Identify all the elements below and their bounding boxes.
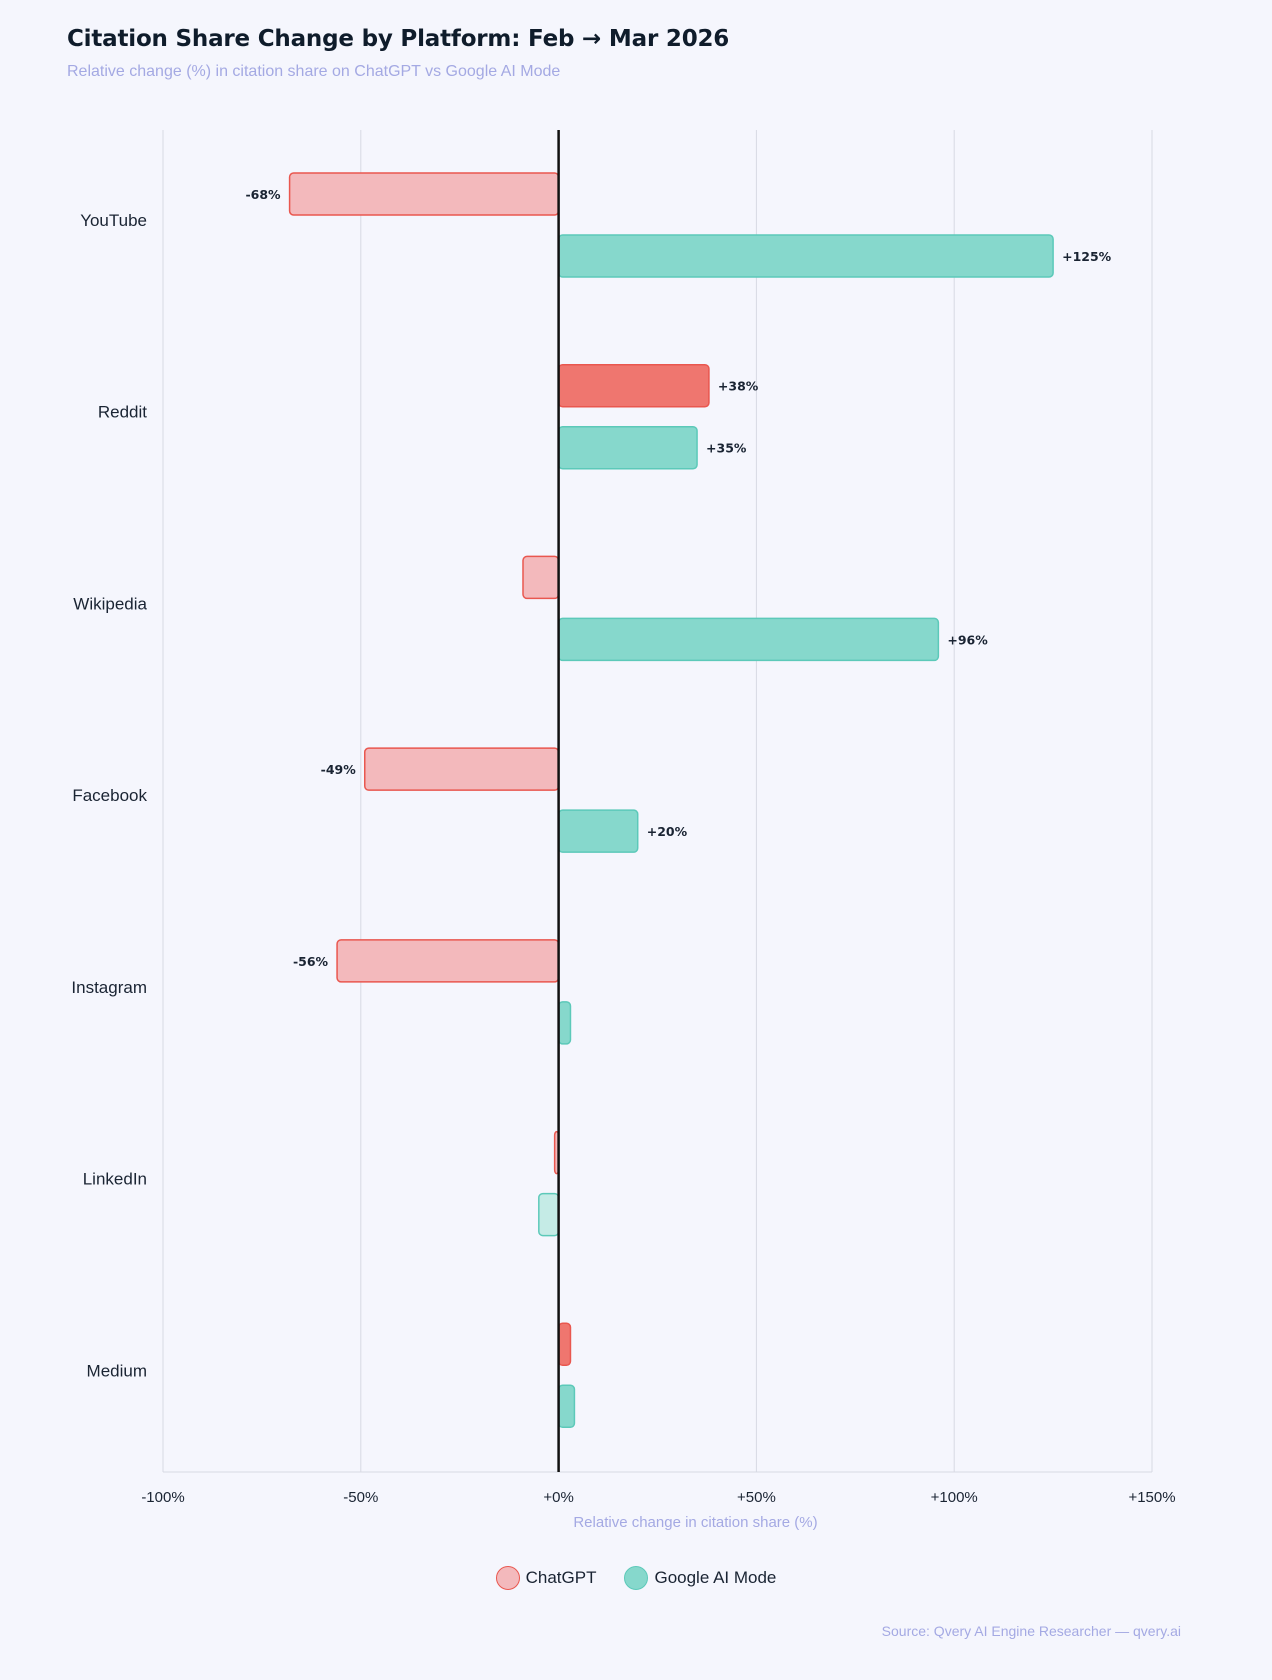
x-tick-label: +0% <box>543 1489 573 1506</box>
bar-google-ai-mode <box>557 425 698 470</box>
x-tick-label: -50% <box>343 1489 378 1506</box>
category-label: Wikipedia <box>73 594 147 613</box>
data-label: +35% <box>706 441 747 456</box>
category-label: Instagram <box>71 978 147 997</box>
data-label: +20% <box>647 824 688 839</box>
x-tick-label: +100% <box>931 1489 978 1506</box>
data-label: +38% <box>718 379 759 394</box>
legend: ChatGPT Google AI Mode <box>0 1566 1272 1590</box>
bar-google-ai-mode <box>538 1192 560 1237</box>
bar-google-ai-mode <box>557 234 1054 278</box>
legend-item-chatgpt[interactable]: ChatGPT <box>495 1566 597 1590</box>
legend-item-google-ai-mode[interactable]: Google AI Mode <box>624 1566 776 1590</box>
bar-chart: -100% -50% +0% +50% +100% +150% Relative chang… <box>71 130 1176 1531</box>
data-label: -49% <box>321 762 357 777</box>
legend-label-google-ai-mode: Google AI Mode <box>654 1568 777 1587</box>
x-tick-label: +50% <box>737 1489 776 1506</box>
legend-label-chatgpt: ChatGPT <box>525 1568 597 1587</box>
category-label: Reddit <box>98 403 147 422</box>
category-label: YouTube <box>80 211 147 230</box>
bar-google-ai-mode <box>557 1001 572 1045</box>
category-label: Medium <box>87 1361 147 1380</box>
bar-google-ai-mode <box>557 1384 576 1429</box>
x-tick-label: -100% <box>141 1489 184 1506</box>
bar-chatgpt <box>336 939 560 983</box>
data-label: +125% <box>1062 249 1112 264</box>
bar-chatgpt <box>522 555 560 600</box>
x-axis-title: Relative change in citation share (%) <box>573 1514 817 1531</box>
chart-subtitle: Relative change (%) in citation share on… <box>67 63 561 80</box>
bar-chatgpt <box>288 172 560 216</box>
category-label: Facebook <box>72 786 147 805</box>
bar-google-ai-mode <box>557 617 940 662</box>
x-tick-label: +150% <box>1128 1489 1175 1506</box>
data-label: -68% <box>245 187 281 202</box>
bar-google-ai-mode <box>557 809 639 853</box>
bar-chatgpt <box>557 363 710 408</box>
data-label: -56% <box>293 954 329 969</box>
bar-chatgpt <box>364 747 560 791</box>
bar-chatgpt <box>557 1322 572 1367</box>
legend-swatch-google-ai-mode <box>624 1566 649 1590</box>
chart-title: Citation Share Change by Platform: Feb →… <box>67 26 730 52</box>
legend-swatch-chatgpt <box>495 1566 520 1590</box>
data-label: +96% <box>947 632 988 647</box>
source-note: Source: Qvery AI Engine Researcher — qve… <box>881 1623 1181 1639</box>
category-label: LinkedIn <box>83 1170 147 1189</box>
